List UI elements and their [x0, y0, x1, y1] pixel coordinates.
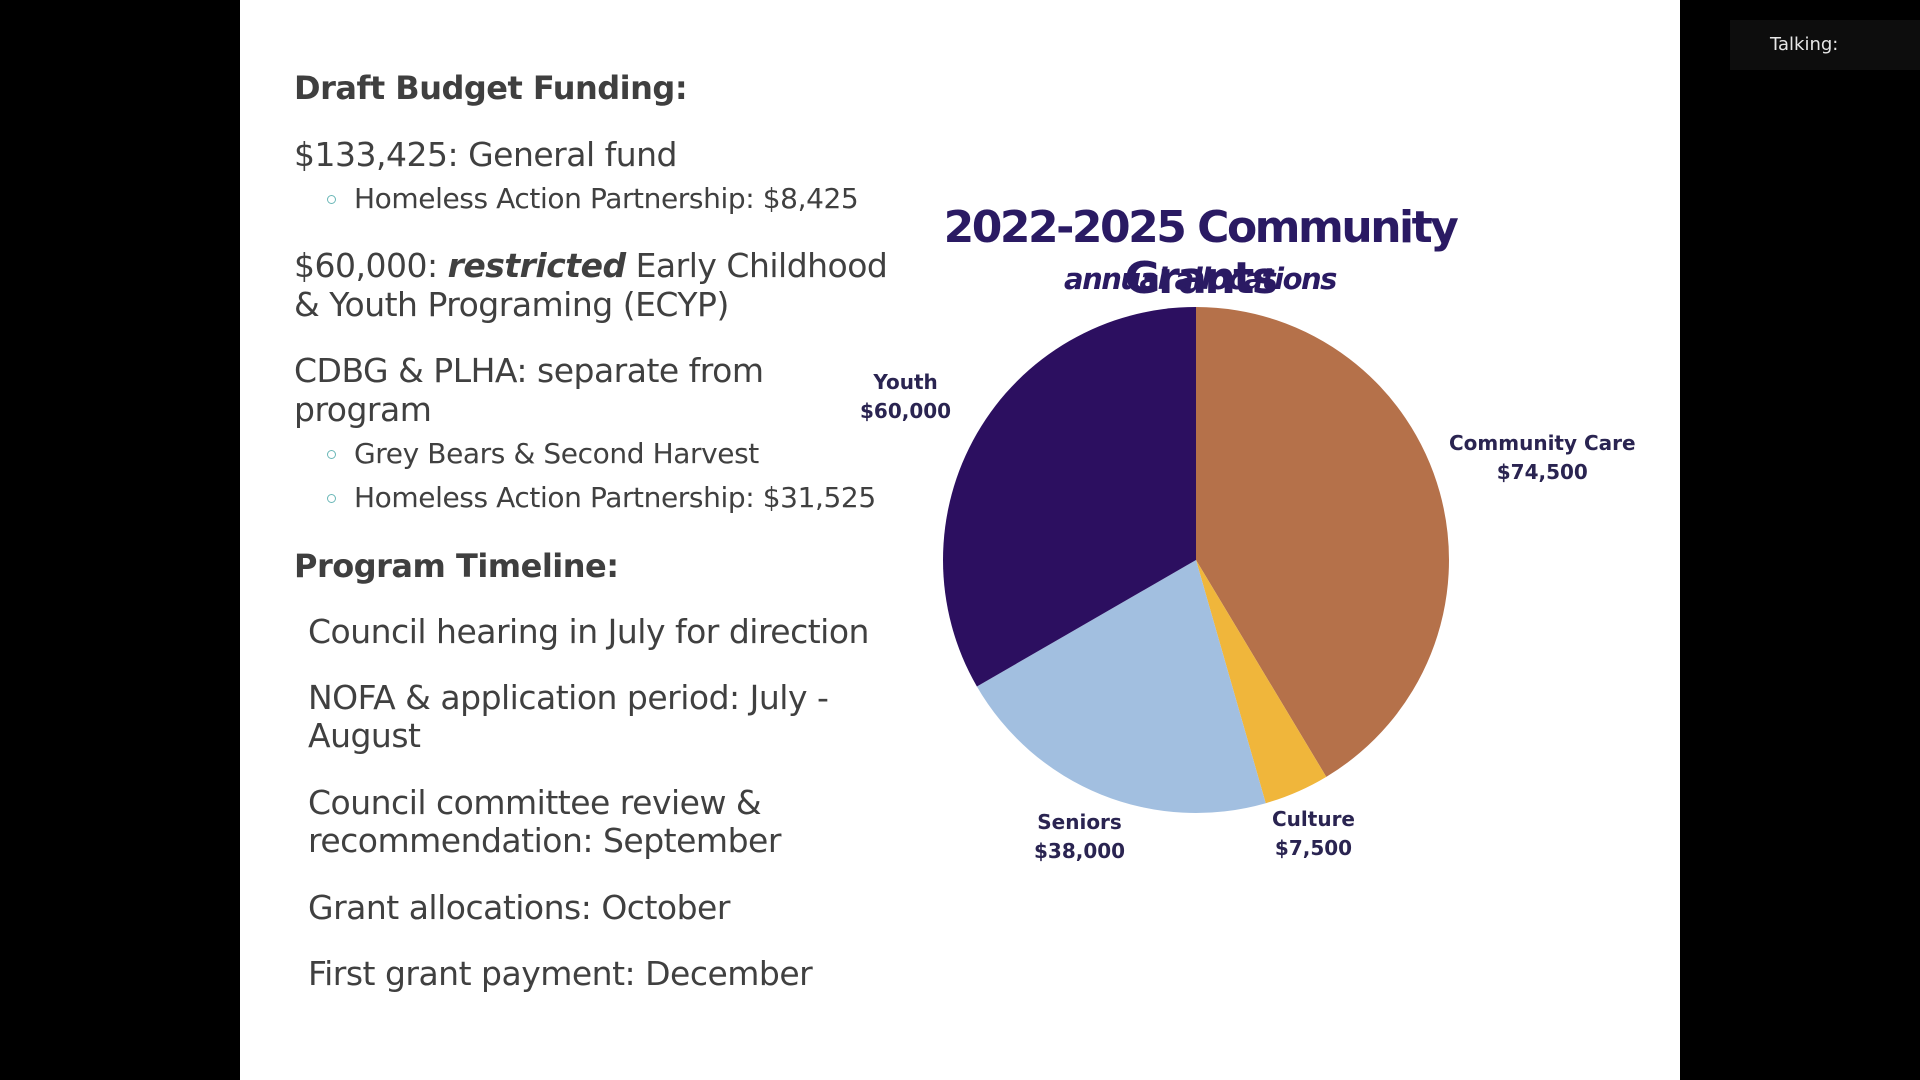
timeline-heading: Program Timeline:	[294, 547, 619, 585]
restricted-rest: Early Childhood	[625, 246, 888, 285]
label-seniors: Seniors $38,000	[1034, 808, 1125, 866]
label-community-care-value: $74,500	[1496, 460, 1588, 484]
talking-label: Talking:	[1770, 34, 1839, 55]
restricted-line-2: & Youth Programing (ECYP)	[294, 285, 729, 324]
bullet-icon	[327, 494, 336, 503]
talking-indicator: Talking:	[1730, 20, 1920, 70]
slice-seniors	[976, 560, 1266, 813]
timeline-item: Council committee review &	[308, 783, 762, 822]
label-youth-value: $60,000	[860, 399, 952, 423]
label-seniors-name: Seniors	[1037, 810, 1122, 834]
slide: Draft Budget Funding: $133,425: General …	[240, 0, 1680, 1080]
budget-heading: Draft Budget Funding:	[294, 69, 688, 107]
cdbg-line-2: program	[294, 390, 432, 429]
chart-title: 2022-2025 Community Grants	[943, 202, 1459, 304]
label-culture: Culture $7,500	[1272, 805, 1355, 863]
slice-culture	[1196, 560, 1327, 804]
restricted-line-1: $60,000: restricted Early Childhood	[294, 246, 888, 285]
slice-community-care	[1196, 307, 1450, 777]
timeline-item-cont: recommendation: September	[308, 821, 781, 860]
timeline-item-cont: August	[308, 716, 421, 755]
label-community-care-name: Community Care	[1449, 431, 1636, 455]
label-community-care: Community Care $74,500	[1449, 429, 1636, 487]
timeline-item: Council hearing in July for direction	[308, 612, 869, 651]
cdbg-sub-1: Grey Bears & Second Harvest	[354, 437, 759, 470]
slice-youth	[943, 307, 1196, 687]
label-youth: Youth $60,000	[860, 368, 951, 426]
pie-chart: 2022-2025 Community Grants annual alloca…	[880, 0, 1520, 1080]
restricted-word: restricted	[447, 246, 627, 285]
pie-svg	[943, 307, 1450, 813]
label-culture-name: Culture	[1272, 807, 1355, 831]
general-fund-sub: Homeless Action Partnership: $8,425	[354, 182, 859, 215]
timeline-item: Grant allocations: October	[308, 888, 730, 927]
cdbg-sub-2: Homeless Action Partnership: $31,525	[354, 481, 876, 514]
chart-subtitle: annual allocations	[1064, 262, 1337, 296]
bullet-icon	[327, 450, 336, 459]
timeline-item: NOFA & application period: July -	[308, 678, 829, 717]
label-youth-name: Youth	[873, 370, 938, 394]
general-fund-line: $133,425: General fund	[294, 135, 678, 174]
bullet-icon	[327, 195, 336, 204]
cdbg-line-1: CDBG & PLHA: separate from	[294, 351, 764, 390]
label-culture-value: $7,500	[1274, 836, 1353, 860]
label-seniors-value: $38,000	[1034, 839, 1126, 863]
restricted-amount: $60,000:	[294, 246, 448, 285]
timeline-item: First grant payment: December	[308, 954, 813, 993]
